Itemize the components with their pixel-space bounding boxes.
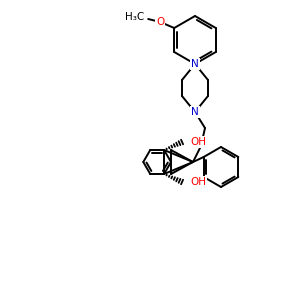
Text: N: N: [191, 107, 199, 117]
Text: OH: OH: [190, 177, 206, 187]
Text: N: N: [191, 59, 199, 69]
Text: H₃C: H₃C: [125, 12, 144, 22]
Text: O: O: [156, 17, 164, 27]
Text: OH: OH: [190, 137, 206, 147]
